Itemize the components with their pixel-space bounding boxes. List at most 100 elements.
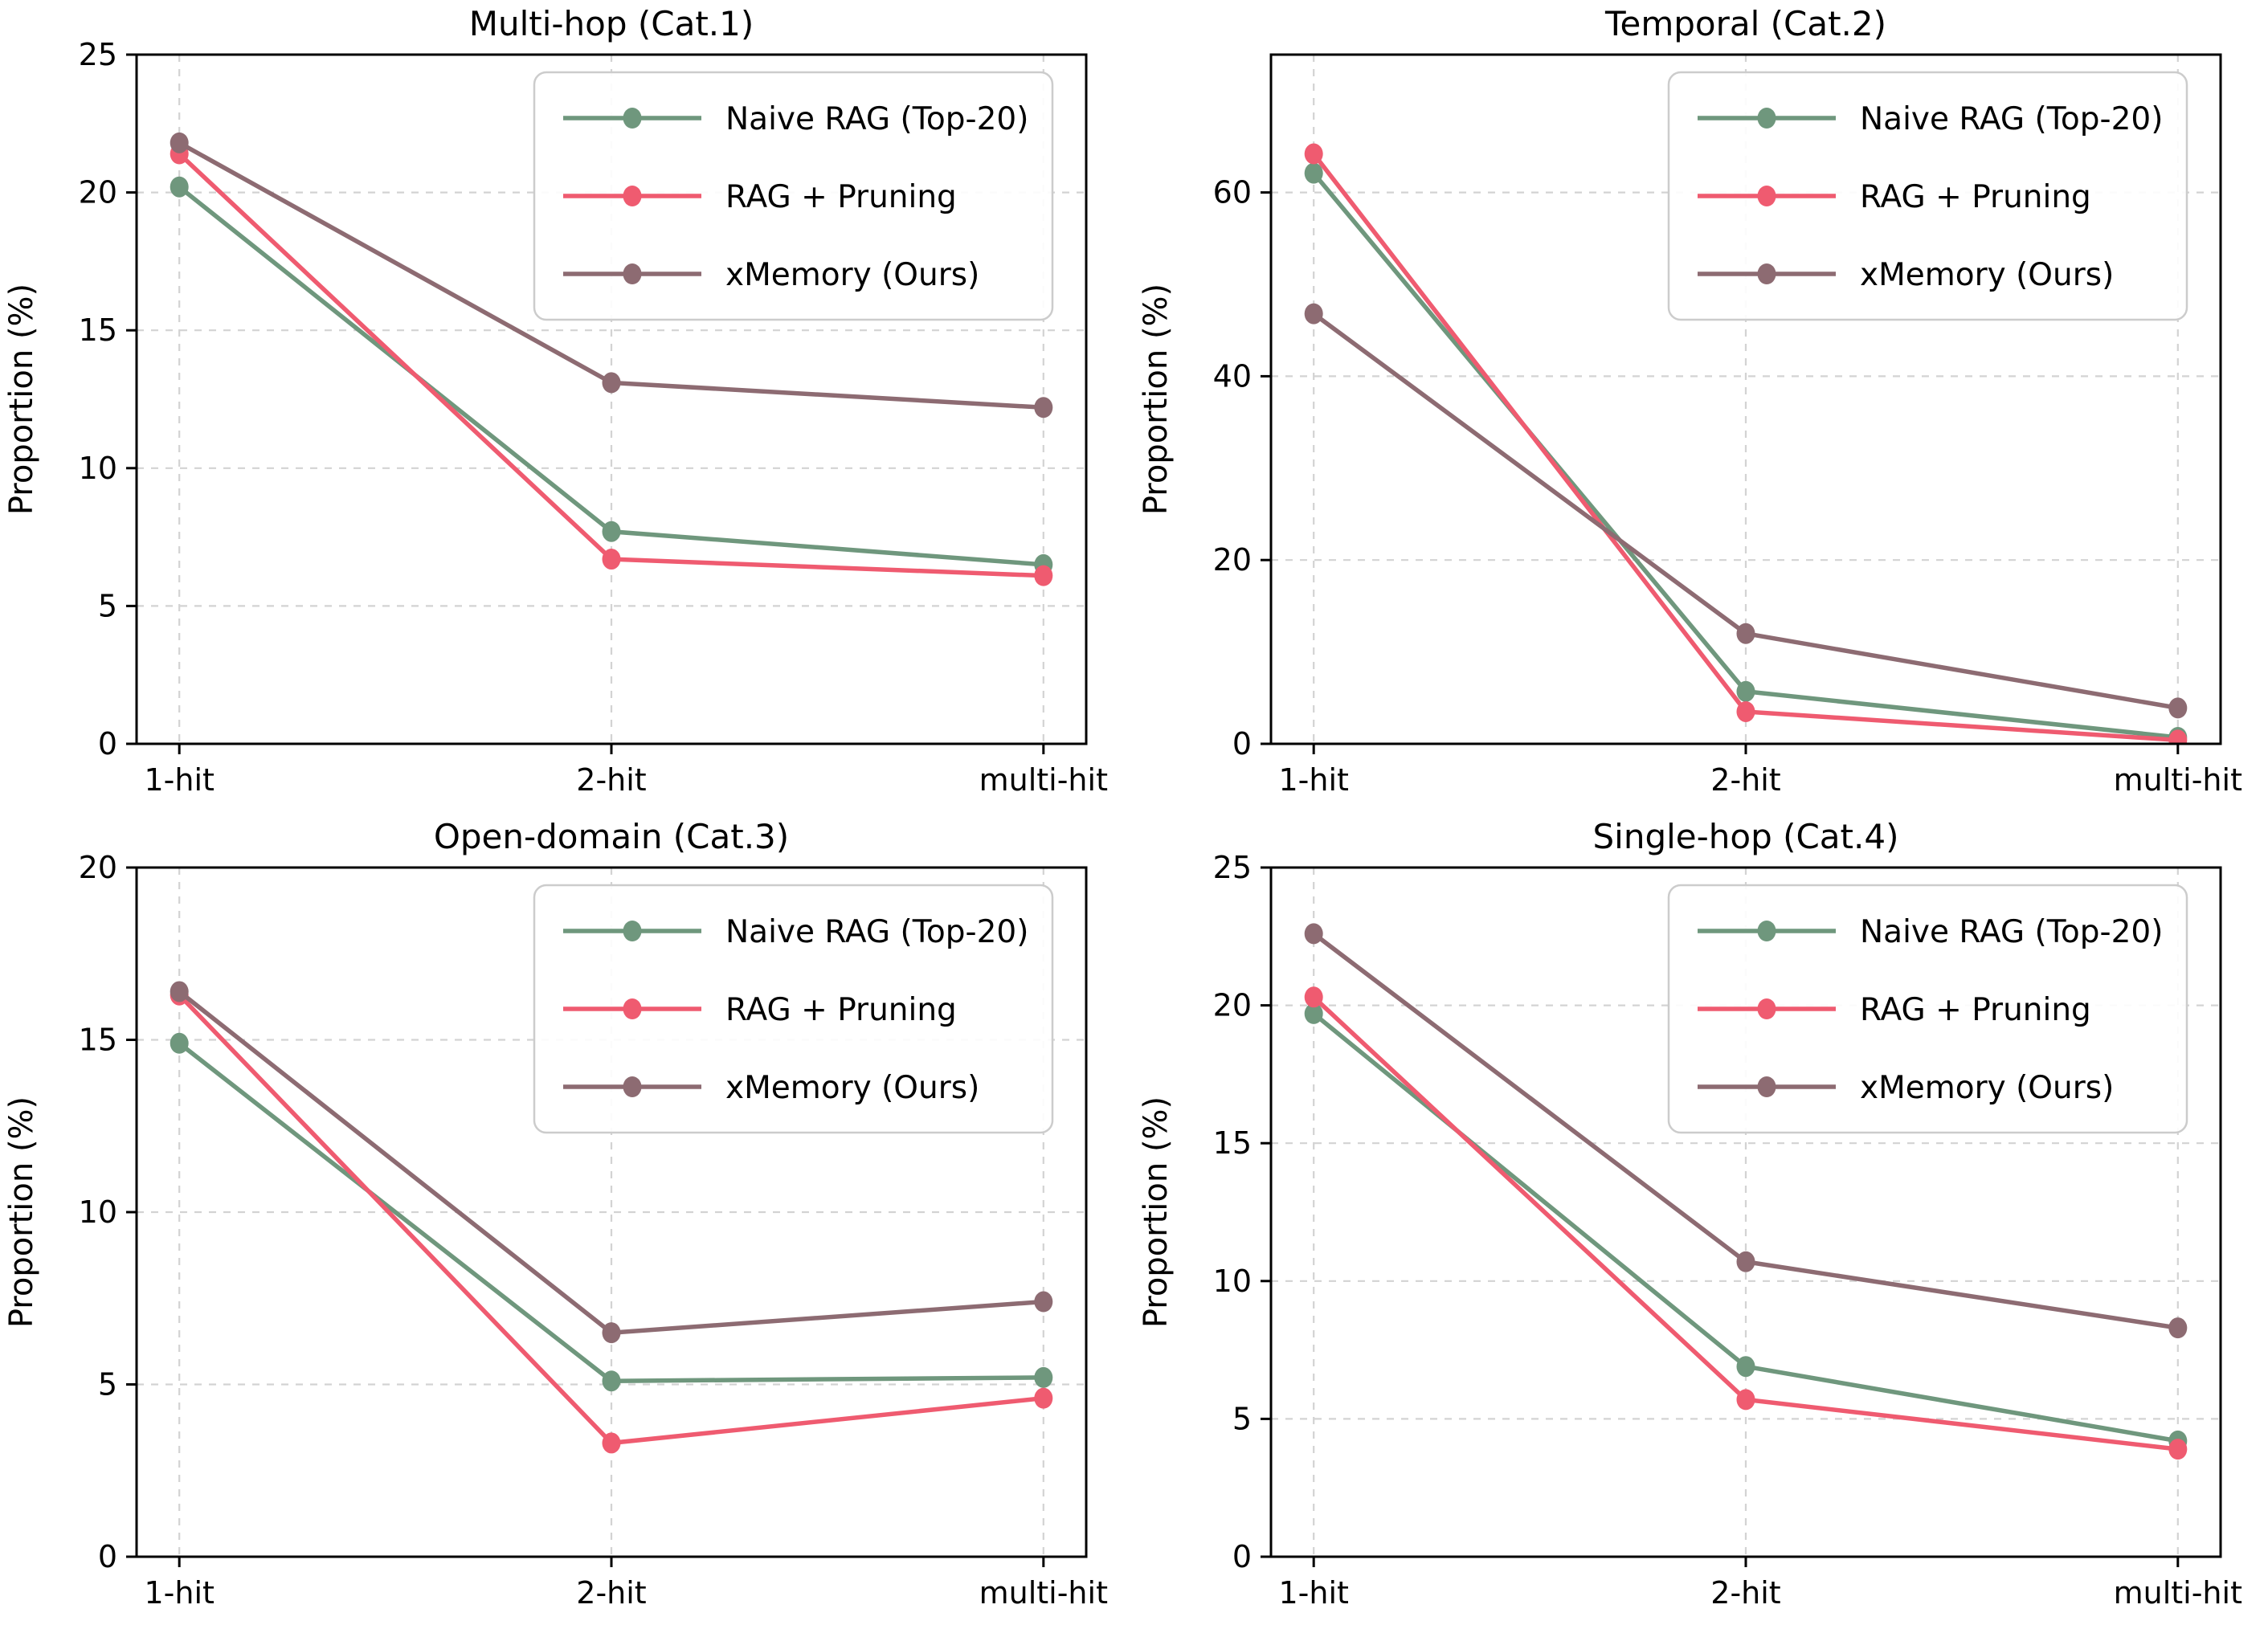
legend-item: xMemory (Ours) [1697,1070,2114,1106]
y-tick-label: 40 [1212,358,1251,394]
legend-item: RAG + Pruning [563,992,957,1028]
legend-item: Naive RAG (Top-20) [1697,101,2163,137]
chart-open-domain-cat3: 0 5 10 15 20 1-hit 2-hit multi-hit Open-domain (… [0,812,1134,1625]
chart-single-hop-cat4: 0 5 10 15 20 25 1-hit 2-hit multi-hit Single-hop … [1134,812,2268,1625]
line-chart-svg: 0 5 10 15 20 25 1-hit 2-hit multi-hit Multi-hop (… [3,4,1108,798]
y-tick-label: 15 [79,312,117,348]
legend: Naive RAG (Top-20) RAG + Pruning xMemory (… [1667,71,2188,321]
data-point [2168,1438,2187,1460]
y-tick-label: 5 [98,1366,117,1402]
x-tick-label: multi-hit [2113,762,2241,798]
chart-multi-hop-cat1: 0 5 10 15 20 25 1-hit 2-hit multi-hit Multi-hop (… [0,0,1134,813]
data-point [1304,303,1323,325]
legend-item: xMemory (Ours) [563,1070,979,1106]
x-tick-label: 1-hit [1278,1575,1348,1611]
series-3 [1304,303,2187,719]
legend-label: RAG + Pruning [725,992,957,1028]
y-tick-label: 25 [1212,850,1251,885]
legend-item: Naive RAG (Top-20) [563,914,1028,950]
data-point [1736,1355,1755,1377]
series-2 [1304,143,2187,744]
data-point [170,176,189,198]
series-3 [170,980,1053,1343]
legend-marker-icon [623,108,642,129]
legend-label: Naive RAG (Top-20) [725,101,1028,137]
y-tick-label: 10 [79,1194,117,1230]
data-point [1304,143,1323,165]
data-point [602,372,621,394]
x-tick-label: 2-hit [576,762,646,798]
y-axis-label: Proportion (%) [1138,284,1175,515]
legend-item: Naive RAG (Top-20) [563,101,1028,137]
y-tick-label: 20 [1212,987,1251,1023]
y-tick-label: 0 [1232,1539,1251,1574]
legend-item: xMemory (Ours) [1697,257,2114,293]
data-point [1034,1366,1053,1388]
y-tick-label: 15 [1212,1125,1251,1161]
data-point [1304,162,1323,184]
legend-box [1667,884,2188,1133]
line-chart-svg: 0 5 10 15 20 1-hit 2-hit multi-hit Open-domain (… [3,817,1108,1611]
data-point [1034,397,1053,418]
legend-item: RAG + Pruning [563,179,957,215]
data-point [1736,623,1755,644]
data-point [1034,565,1053,586]
legend: Naive RAG (Top-20) RAG + Pruning xMemory (… [1667,884,2188,1133]
y-tick-label: 60 [1212,175,1251,210]
legend-label: Naive RAG (Top-20) [725,914,1028,950]
data-point [1736,700,1755,722]
y-tick-label: 10 [79,451,117,486]
x-tick-label: multi-hit [2113,1575,2241,1611]
legend-item: xMemory (Ours) [563,257,979,293]
legend-label: xMemory (Ours) [725,1070,979,1106]
data-point [1304,1002,1323,1024]
data-point [170,1032,189,1054]
data-point [602,521,621,542]
y-tick-label: 10 [1212,1263,1251,1298]
y-tick-label: 20 [1212,542,1251,578]
legend-marker-icon [1757,263,1776,284]
data-point [1736,1251,1755,1272]
x-tick-label: 1-hit [144,1575,214,1611]
chart-title: Multi-hop (Cat.1) [469,4,754,43]
data-point [1304,986,1323,1007]
x-tick-label: 2-hit [576,1575,646,1611]
legend-item: RAG + Pruning [1697,992,2090,1028]
y-tick-label: 15 [79,1022,117,1057]
data-point [1034,1387,1053,1409]
line-chart-svg: 0 5 10 15 20 25 1-hit 2-hit multi-hit Single-hop … [1138,817,2242,1611]
data-point [602,1431,621,1453]
legend-label: xMemory (Ours) [1860,1070,2114,1106]
y-tick-label: 5 [1232,1401,1251,1436]
legend: Naive RAG (Top-20) RAG + Pruning xMemory (… [533,884,1054,1133]
series-3 [1304,922,2187,1338]
legend-label: RAG + Pruning [1860,179,2091,215]
legend-box [533,884,1054,1133]
y-tick-label: 20 [79,850,117,885]
series-1 [170,1032,1053,1391]
legend-marker-icon [623,263,642,284]
line-chart-svg: 0 20 40 60 1-hit 2-hit multi-hit Temporal (Cat.… [1138,4,2242,798]
series-2 [170,143,1053,586]
data-point [1034,1291,1053,1313]
data-point [1736,680,1755,702]
legend-marker-icon [1757,998,1776,1019]
y-axis-label: Proportion (%) [3,1096,40,1327]
legend-marker-icon [623,920,642,941]
y-tick-label: 0 [98,726,117,761]
series-3 [170,132,1053,418]
x-tick-label: 2-hit [1710,762,1780,798]
x-tick-label: 1-hit [144,762,214,798]
y-tick-label: 0 [1232,726,1251,761]
y-axis-label: Proportion (%) [3,284,40,515]
legend: Naive RAG (Top-20) RAG + Pruning xMemory (… [533,71,1054,321]
data-point [1736,1388,1755,1410]
legend-item: RAG + Pruning [1697,179,2091,215]
data-point [602,1370,621,1391]
data-point [602,1321,621,1343]
chart-title: Single-hop (Cat.4) [1592,817,1898,856]
y-tick-label: 5 [98,588,117,623]
data-point [1304,922,1323,944]
y-tick-label: 25 [79,37,117,72]
legend-item: Naive RAG (Top-20) [1697,914,2163,950]
